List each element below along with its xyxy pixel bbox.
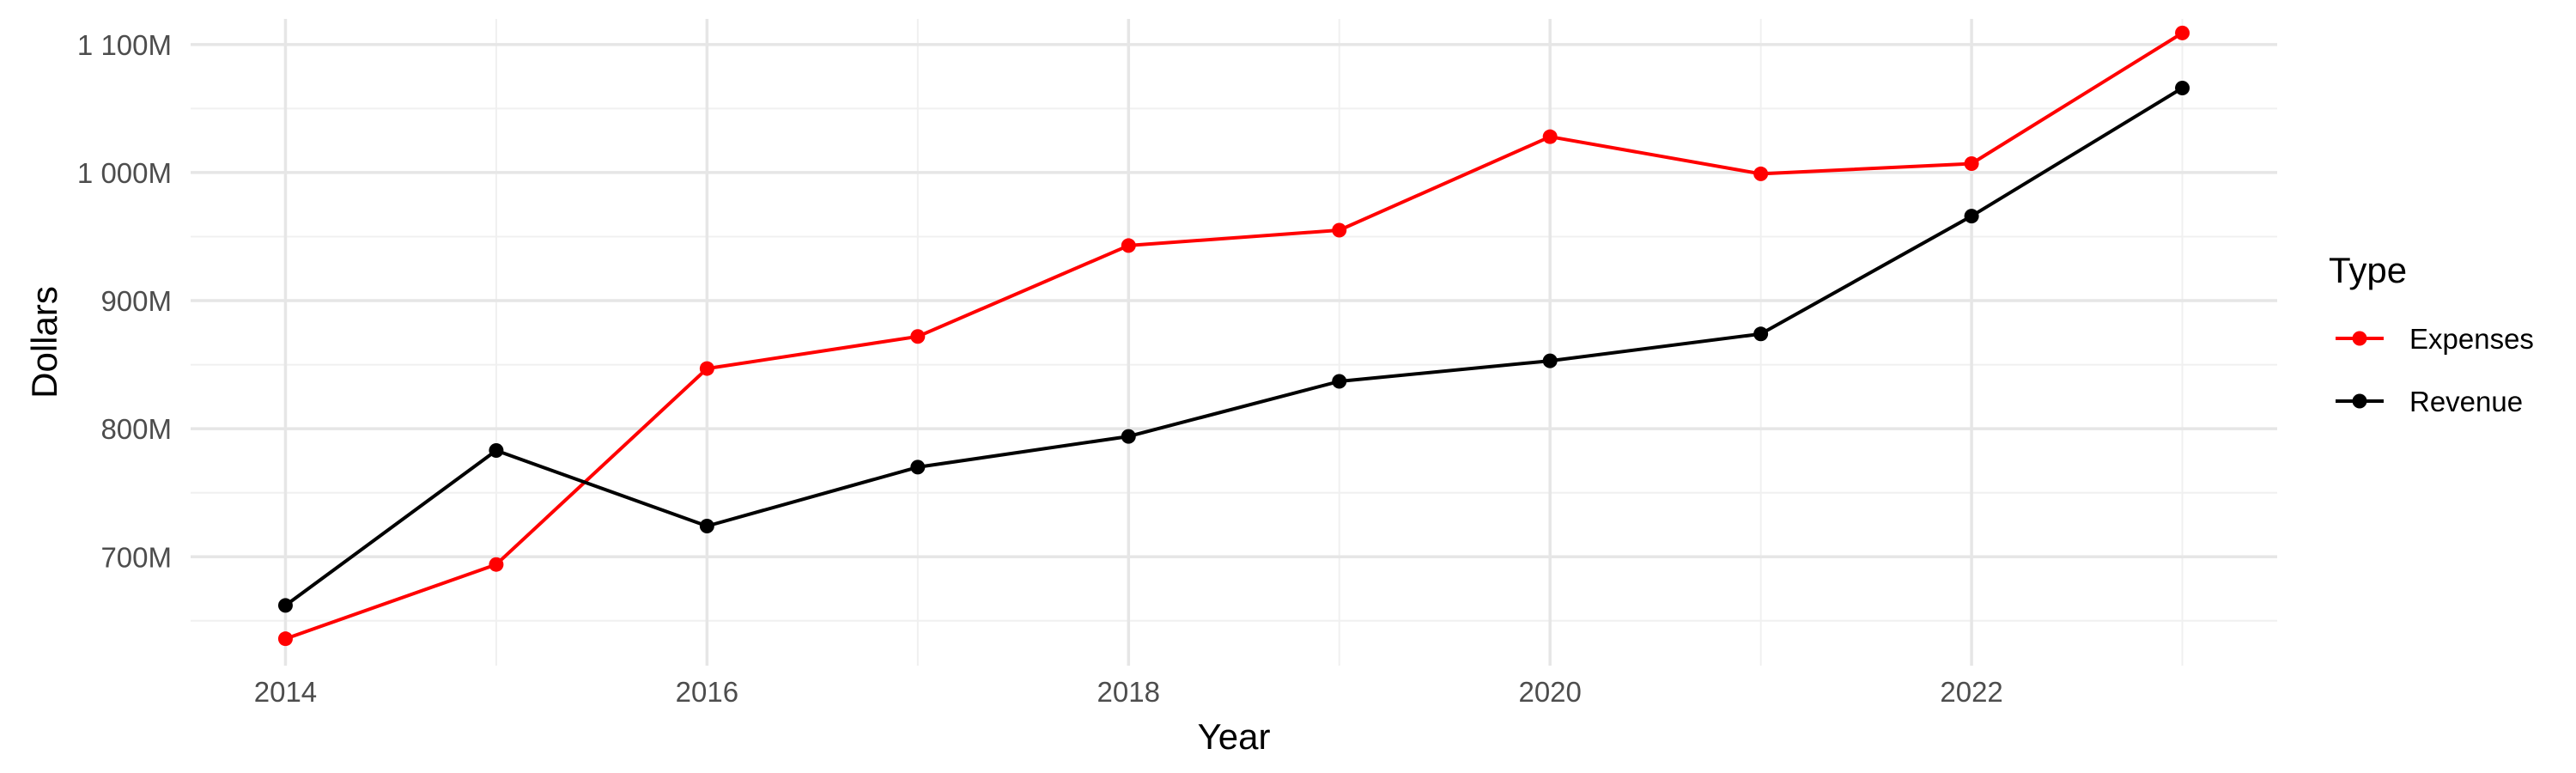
x-tick-label: 2014 <box>254 676 317 708</box>
legend-item-expenses: Expenses <box>2336 323 2534 355</box>
data-point-expenses <box>1332 222 1347 238</box>
legend-label: Revenue <box>2409 386 2523 417</box>
data-point-expenses <box>2175 25 2190 40</box>
series-line-expenses <box>284 31 2184 641</box>
data-point-revenue <box>1121 429 1136 444</box>
legend-title: Type <box>2329 250 2407 290</box>
data-point-revenue <box>699 518 714 533</box>
data-point-revenue <box>1332 374 1347 389</box>
data-point-revenue <box>1964 209 1979 224</box>
legend-key-point <box>2352 331 2367 346</box>
data-point-expenses <box>489 557 504 572</box>
legend-label: Expenses <box>2409 323 2534 355</box>
data-point-expenses <box>1121 238 1136 253</box>
legend-item-revenue: Revenue <box>2336 386 2523 417</box>
data-point-expenses <box>699 361 714 376</box>
series-line-revenue <box>284 86 2184 607</box>
legend-items: Expenses Revenue <box>2336 323 2534 417</box>
y-tick-label: 800M <box>100 413 172 445</box>
data-point-revenue <box>1753 326 1769 342</box>
data-point-expenses <box>277 631 293 647</box>
data-point-revenue <box>910 460 926 475</box>
series-layer <box>277 25 2190 647</box>
y-tick-label: 900M <box>100 285 172 317</box>
y-tick-label: 1 100M <box>77 29 172 61</box>
data-point-expenses <box>1753 166 1769 181</box>
y-axis-ticks: 700M 800M 900M 1 000M 1 100M <box>77 29 172 573</box>
data-point-expenses <box>1542 129 1558 144</box>
data-point-revenue <box>489 442 504 458</box>
data-point-revenue <box>277 598 293 613</box>
x-tick-label: 2016 <box>676 676 738 708</box>
legend: Type Expenses Revenue <box>2329 250 2534 417</box>
x-tick-label: 2020 <box>1518 676 1581 708</box>
data-point-expenses <box>1964 155 1979 171</box>
x-axis-title: Year <box>1198 716 1271 757</box>
x-tick-label: 2018 <box>1097 676 1160 708</box>
y-tick-label: 1 000M <box>77 157 172 189</box>
data-point-revenue <box>1542 353 1558 368</box>
x-tick-label: 2022 <box>1940 676 2002 708</box>
grid <box>191 19 2277 666</box>
data-point-expenses <box>910 329 926 344</box>
x-axis-ticks: 2014 2016 2018 2020 2022 <box>254 676 2003 708</box>
y-axis-title: Dollars <box>24 286 64 399</box>
y-tick-label: 700M <box>100 541 172 573</box>
legend-key-point <box>2352 393 2367 409</box>
data-point-revenue <box>2175 81 2190 96</box>
